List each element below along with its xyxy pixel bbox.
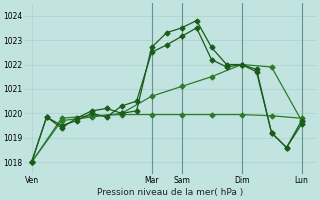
X-axis label: Pression niveau de la mer( hPa ): Pression niveau de la mer( hPa ) bbox=[97, 188, 244, 197]
